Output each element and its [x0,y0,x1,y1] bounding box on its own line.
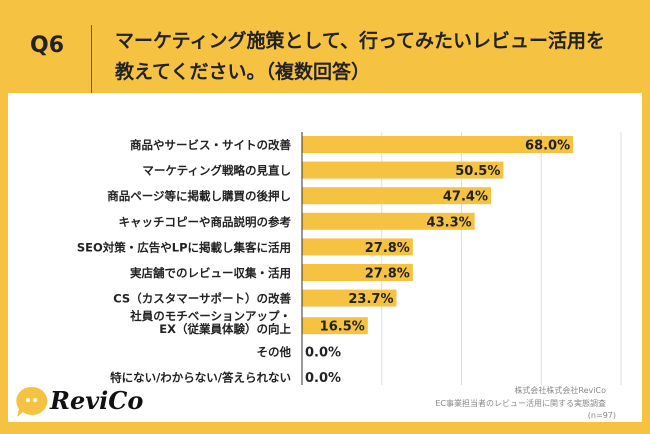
divider [91,25,92,93]
category-label: キャッチコピーや商品説明の参考 [119,215,292,229]
bar [302,238,413,256]
bar [302,289,397,307]
value-label: 43.3% [427,215,472,230]
footer-note: 株式会社株式会社ReviCo EC事業担当者のレビュー活用に関する実態調査 (n… [435,385,616,423]
speech-bubble-icon [16,386,48,417]
category-label: SEO対策・広告やLPに掲載し集客に活用 [77,240,291,254]
category-label: マーケティング戦略の見直し [142,164,291,178]
category-label: 特にない/わからない/答えられない [110,370,291,384]
logo-text: ReviCo [50,386,144,415]
value-label: 0.0% [305,345,341,360]
value-label: 23.7% [348,292,393,307]
footer-survey: EC事業担当者のレビュー活用に関する実態調査 [435,398,606,408]
value-label: 47.4% [443,190,488,205]
category-label: EX（従業員体験）の向上 [159,322,291,336]
value-label: 68.0% [525,139,570,154]
question-number: Q6 [30,33,65,58]
title-line-2: 教えてください。（複数回答） [115,61,370,83]
title-line-1: マーケティング施策として、行ってみたいレビュー活用を [115,30,606,52]
value-label: 27.8% [365,241,410,256]
bar [302,161,504,179]
category-label: 商品やサービス・サイトの改善 [130,138,291,152]
value-label: 16.5% [320,320,365,335]
bar [302,317,368,335]
footer-n: (n=97) [587,411,616,420]
category-label: その他 [257,345,292,359]
bar [302,187,492,205]
category-label: 実店舗でのレビュー収集・活用 [130,266,291,280]
category-label: 商品ページ等に掲載し購買の後押し [107,189,291,203]
footer-company: 株式会社株式会社ReviCo [514,386,606,395]
category-label: CS（カスタマーサポート）の改善 [113,292,291,306]
bar [302,136,574,153]
value-label: 27.8% [365,267,410,282]
category-label: 社員のモチベーションアップ・ [129,309,291,323]
bar [302,264,413,281]
value-label: 0.0% [305,371,341,386]
value-label: 50.5% [455,164,500,179]
bar [302,212,475,230]
page-title: マーケティング施策として、行ってみたいレビュー活用を 教えてください。（複数回答… [115,26,605,88]
